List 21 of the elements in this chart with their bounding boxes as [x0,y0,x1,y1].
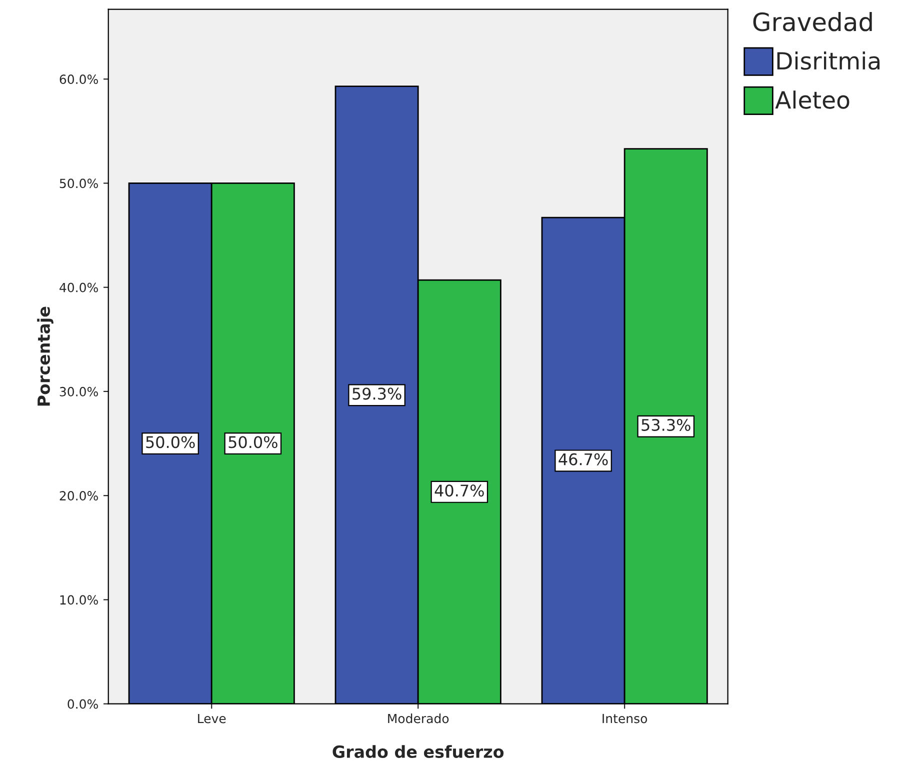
y-tick-label: 30.0% [60,386,98,396]
x-tick-label: Intenso [602,714,648,724]
data-label: 40.7% [434,484,484,497]
y-tick-label: 10.0% [60,595,98,605]
x-tick-label: Leve [198,714,226,724]
data-label: 53.3% [642,418,690,431]
x-axis-title: Grado de esfuerzo [332,745,504,758]
data-label: 46.7% [558,453,608,466]
y-axis-title: Porcentaje [37,306,54,406]
y-tick-label: 50.0% [60,178,98,188]
x-tick-label: Moderado [388,714,449,724]
legend-label: Disritmia [777,51,880,70]
data-label: 59.3% [352,388,402,400]
data-label: 50.0% [146,436,195,448]
y-tick-label: 0.0% [68,699,98,709]
y-tick-label: 20.0% [60,491,98,501]
legend-title: Gravedad [753,12,872,32]
y-tick-label: 60.0% [60,74,98,84]
legend-label: Aleteo [775,90,850,109]
data-label: 50.0% [228,436,278,448]
y-tick-label: 40.0% [60,282,98,292]
